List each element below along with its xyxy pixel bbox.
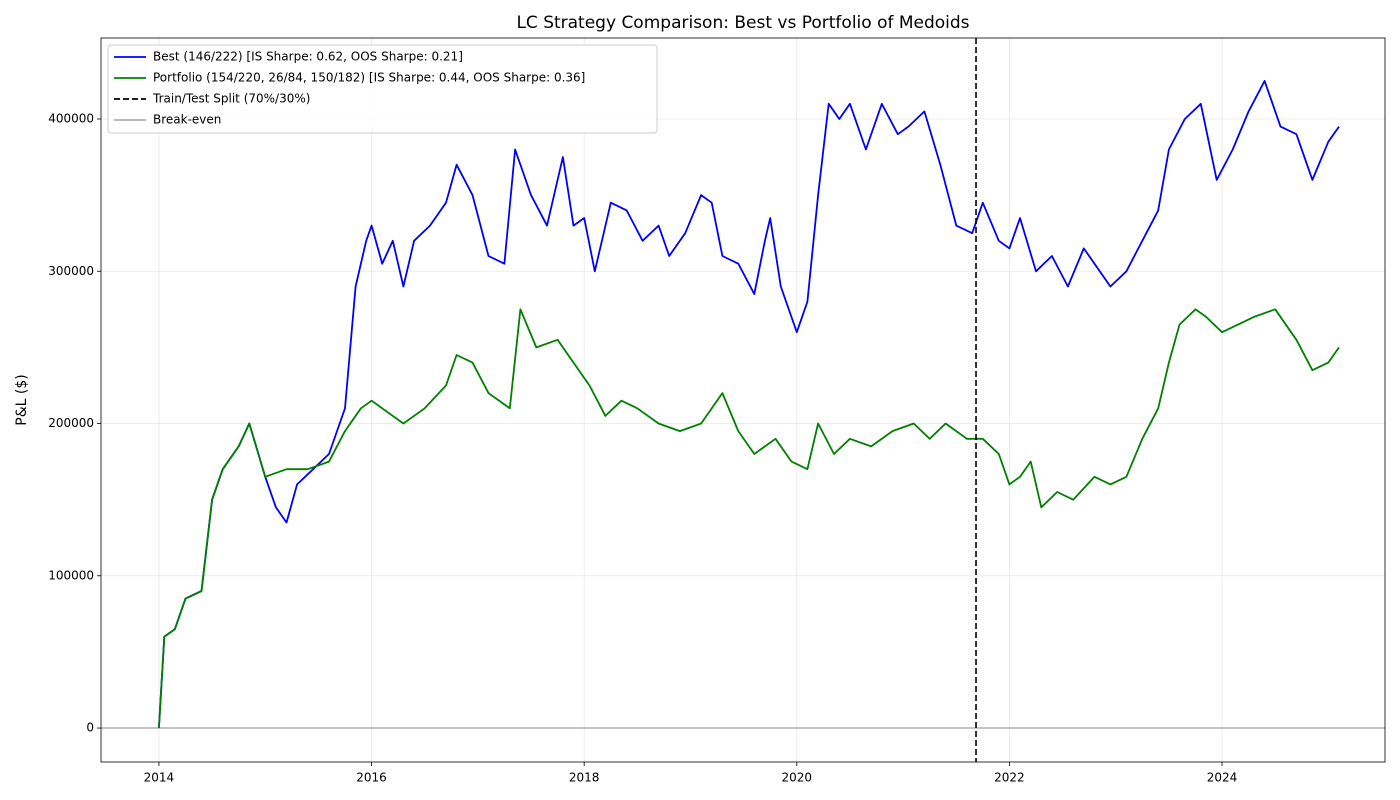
- plot-frame: [100, 37, 1386, 763]
- legend-label: Portfolio (154/220, 26/84, 150/182) [IS …: [153, 71, 585, 85]
- y-tick-label: 400000: [48, 112, 94, 126]
- y-tick-label: 300000: [48, 264, 94, 278]
- chart-title: LC Strategy Comparison: Best vs Portfoli…: [516, 13, 969, 33]
- x-tick-label: 2014: [144, 771, 175, 785]
- series-line: [158, 308, 1340, 729]
- y-tick-label: 0: [86, 721, 94, 735]
- x-tick-label: 2022: [994, 771, 1025, 785]
- y-tick-label: 100000: [48, 568, 94, 582]
- y-tick-label: 200000: [48, 416, 94, 430]
- series-line: [158, 80, 1340, 729]
- legend-label: Break-even: [153, 113, 221, 127]
- y-axis-label: P&L ($): [14, 374, 30, 425]
- x-tick-label: 2016: [356, 771, 387, 785]
- x-tick-label: 2018: [569, 771, 600, 785]
- legend-label: Best (146/222) [IS Sharpe: 0.62, OOS Sha…: [153, 50, 463, 64]
- x-tick-label: 2024: [1207, 771, 1238, 785]
- x-tick-label: 2020: [782, 771, 813, 785]
- legend-label: Train/Test Split (70%/30%): [152, 92, 310, 106]
- legend-box: [107, 44, 658, 134]
